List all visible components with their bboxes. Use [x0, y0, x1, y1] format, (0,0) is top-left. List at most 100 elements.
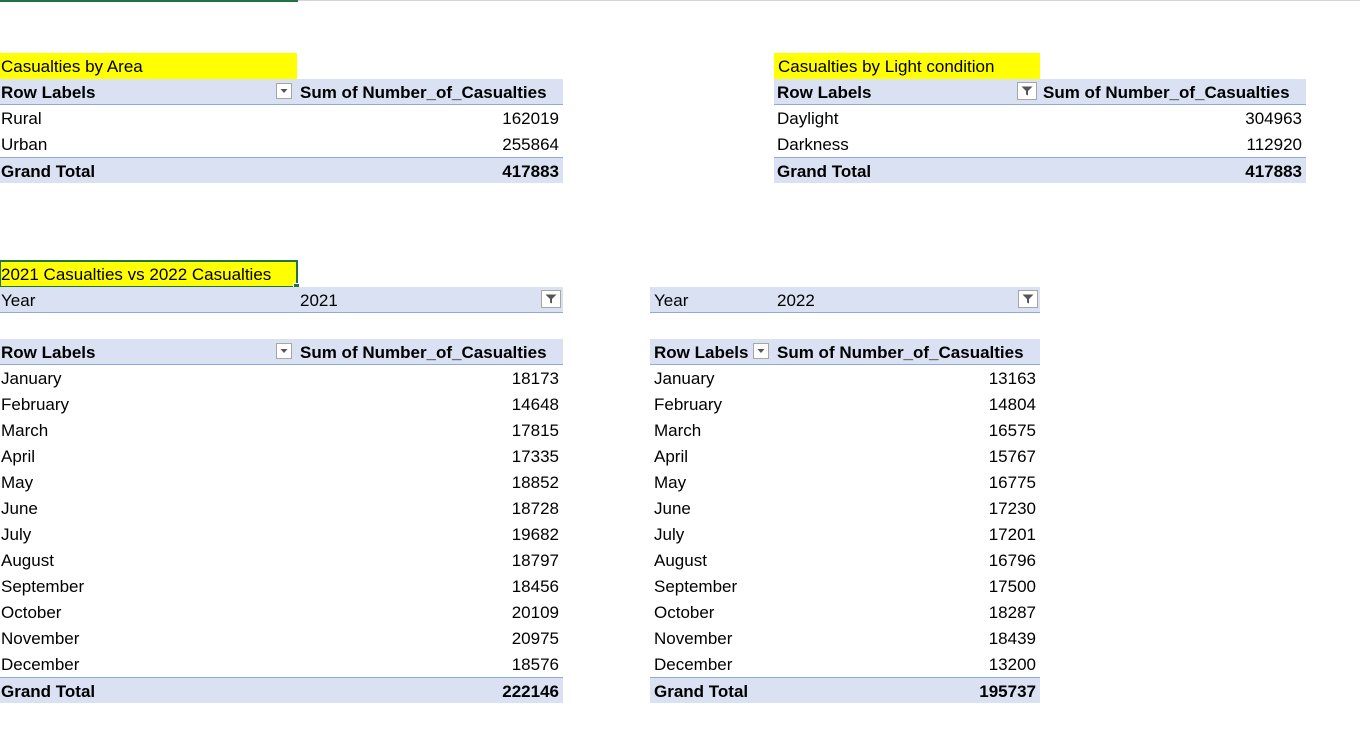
light-table-header: Row Labels Sum of Number_of_Casualties [774, 79, 1306, 105]
row-label: Daylight [777, 109, 839, 128]
table-row[interactable]: January 18173 [0, 365, 563, 391]
table-row[interactable]: June 17230 [650, 495, 1040, 521]
grand-total-row[interactable]: Grand Total 195737 [650, 677, 1040, 703]
chevron-down-icon[interactable] [276, 83, 292, 99]
grand-total-value: 195737 [979, 682, 1036, 701]
filter-icon[interactable] [541, 290, 561, 308]
row-value: 18728 [511, 499, 559, 518]
row-value: 14804 [988, 395, 1036, 414]
row-value: 18576 [511, 655, 559, 674]
row-label: January [1, 369, 62, 388]
row-label: November [654, 629, 733, 648]
year-filter-value: 2021 [300, 291, 338, 310]
table-row[interactable]: May 16775 [650, 469, 1040, 495]
table-row[interactable]: February 14648 [0, 391, 563, 417]
filter-icon[interactable] [1017, 82, 1037, 100]
row-value: 18797 [511, 551, 559, 570]
area-table-title-text: Casualties by Area [1, 57, 143, 76]
table-row[interactable]: June 18728 [0, 495, 563, 521]
row-value: 16775 [988, 473, 1036, 492]
row-value: 17201 [988, 525, 1036, 544]
sum-header: Sum of Number_of_Casualties [300, 83, 547, 102]
light-table-title[interactable]: Casualties by Light condition [774, 53, 1040, 79]
grand-total-value: 222146 [502, 682, 559, 701]
table-row[interactable]: October 18287 [650, 599, 1040, 625]
row-label: Darkness [777, 135, 849, 154]
table-row[interactable]: March 17815 [0, 417, 563, 443]
row-value: 16796 [988, 551, 1036, 570]
row-label: June [654, 499, 691, 518]
row-label: February [654, 395, 723, 414]
table-row[interactable]: November 18439 [650, 625, 1040, 651]
row-label: October [1, 603, 62, 622]
row-value: 16575 [988, 421, 1036, 440]
row-label: May [1, 473, 34, 492]
row-labels-header: Row Labels [1, 83, 96, 102]
year-filter-2021: Year 2021 [0, 287, 563, 313]
row-value: 18173 [511, 369, 559, 388]
row-label: April [1, 447, 36, 466]
table-row[interactable]: August 18797 [0, 547, 563, 573]
row-value: 17500 [988, 577, 1036, 596]
table-row[interactable]: April 17335 [0, 443, 563, 469]
table-row[interactable]: January 13163 [650, 365, 1040, 391]
filter-icon[interactable] [1018, 290, 1038, 308]
row-value: 304963 [1245, 109, 1302, 128]
row-value: 17230 [988, 499, 1036, 518]
table-row[interactable]: October 20109 [0, 599, 563, 625]
compare-title-text: 2021 Casualties vs 2022 Casualties [1, 265, 272, 284]
table-row[interactable]: Darkness 112920 [774, 131, 1306, 157]
table-row[interactable]: September 17500 [650, 573, 1040, 599]
row-value: 19682 [511, 525, 559, 544]
table-row[interactable]: Daylight 304963 [774, 105, 1306, 131]
active-column-indicator [0, 0, 298, 2]
chevron-down-icon[interactable] [753, 343, 769, 359]
row-label: September [654, 577, 738, 596]
table-row[interactable]: July 19682 [0, 521, 563, 547]
row-labels-header: Row Labels [1, 343, 96, 362]
row-value: 13200 [988, 655, 1036, 674]
table-row[interactable]: September 18456 [0, 573, 563, 599]
row-labels-header: Row Labels [777, 83, 872, 102]
table-row[interactable]: July 17201 [650, 521, 1040, 547]
row-label: November [1, 629, 80, 648]
row-value: 18439 [988, 629, 1036, 648]
row-label: January [654, 369, 715, 388]
grand-total-value: 417883 [1245, 162, 1302, 181]
row-value: 18287 [988, 603, 1036, 622]
table-row[interactable]: December 13200 [650, 651, 1040, 677]
table-row[interactable]: March 16575 [650, 417, 1040, 443]
compare-title-cell[interactable]: 2021 Casualties vs 2022 Casualties [0, 260, 300, 290]
area-table-title[interactable]: Casualties by Area [0, 53, 297, 79]
table-row[interactable]: February 14804 [650, 391, 1040, 417]
row-label: Rural [1, 109, 42, 128]
table-row[interactable]: Rural 162019 [0, 105, 563, 131]
year-filter-2022: Year 2022 [650, 287, 1040, 313]
table-row[interactable]: November 20975 [0, 625, 563, 651]
table-row[interactable]: August 16796 [650, 547, 1040, 573]
grand-total-row[interactable]: Grand Total 417883 [0, 157, 563, 183]
table-row[interactable]: April 15767 [650, 443, 1040, 469]
row-value: 15767 [988, 447, 1036, 466]
row-label: June [1, 499, 38, 518]
table-row[interactable]: May 18852 [0, 469, 563, 495]
row-value: 162019 [502, 109, 559, 128]
table-2021-header: Row Labels Sum of Number_of_Casualties [0, 339, 563, 365]
grand-total-label: Grand Total [1, 162, 96, 181]
table-row[interactable]: Urban 255864 [0, 131, 563, 157]
grand-total-row[interactable]: Grand Total 222146 [0, 677, 563, 703]
row-label: July [1, 525, 32, 544]
row-value: 18456 [511, 577, 559, 596]
grand-total-label: Grand Total [777, 162, 872, 181]
row-label: August [1, 551, 54, 570]
grand-total-row[interactable]: Grand Total 417883 [774, 157, 1306, 183]
row-value: 14648 [511, 395, 559, 414]
table-row[interactable]: December 18576 [0, 651, 563, 677]
year-filter-label: Year [654, 291, 689, 310]
row-label: July [654, 525, 685, 544]
row-label: March [654, 421, 702, 440]
grand-total-label: Grand Total [1, 682, 96, 701]
sum-header: Sum of Number_of_Casualties [777, 343, 1024, 362]
chevron-down-icon[interactable] [276, 343, 292, 359]
row-label: Urban [1, 135, 48, 154]
